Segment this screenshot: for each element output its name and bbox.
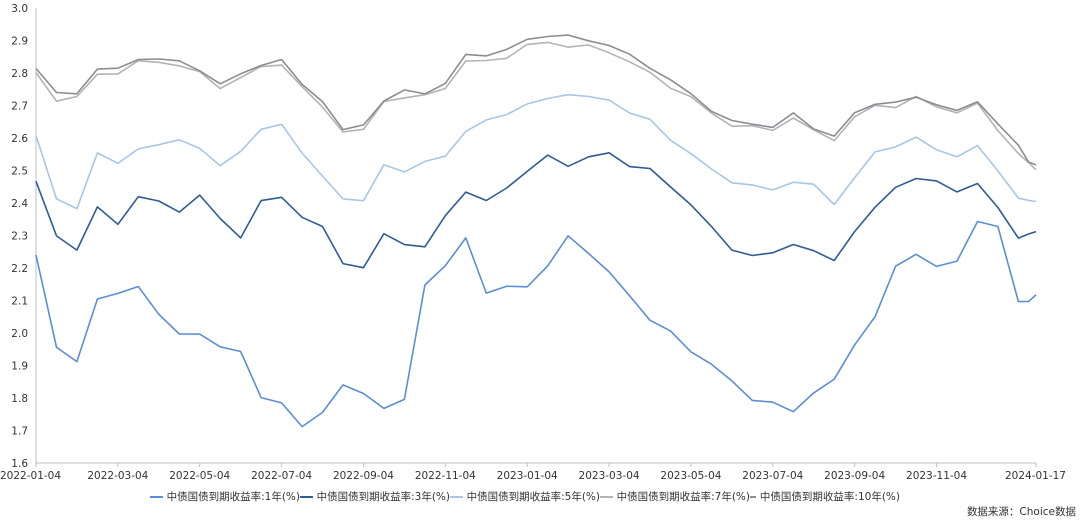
legend-swatch-1y — [150, 495, 163, 498]
legend-label-1y: 中债国债到期收益率:1年(%) — [166, 491, 300, 503]
y-tick-label: 2.4 — [11, 198, 28, 210]
x-tick-label: 2023-01-04 — [497, 470, 558, 482]
x-tick-label: 2023-03-04 — [579, 470, 640, 482]
chart-legend: 中债国债到期收益率:1年(%) 中债国债到期收益率:3年(%) 中债国债到期收益… — [150, 489, 900, 504]
legend-swatch-7y — [600, 495, 613, 498]
y-tick-label: 1.8 — [11, 393, 28, 405]
y-tick-label: 2.5 — [11, 166, 28, 178]
legend-item-1y[interactable]: 中债国债到期收益率:1年(%) — [150, 489, 300, 504]
legend-swatch-5y — [450, 495, 463, 498]
legend-item-3y[interactable]: 中债国债到期收益率:3年(%) — [300, 489, 450, 504]
x-tick-label: 2023-09-04 — [824, 470, 885, 482]
x-tick-label: 2022-09-04 — [333, 470, 394, 482]
x-tick-label: 2022-11-04 — [415, 470, 476, 482]
series-line-1y — [35, 220, 1037, 428]
y-tick-label: 2.1 — [11, 296, 28, 308]
y-tick-label: 2.0 — [11, 328, 28, 340]
y-tick-label: 2.8 — [11, 68, 28, 80]
series-line-7y — [35, 41, 1037, 171]
data-source-note: 数据来源：Choice数据 — [966, 506, 1076, 518]
legend-label-10y: 中债国债到期收益率:10年(%) — [759, 491, 900, 503]
series-line-5y — [35, 93, 1037, 210]
x-tick-label: 2022-07-04 — [251, 470, 312, 482]
x-tick-label: 2024-01-17 — [1005, 470, 1066, 482]
x-tick-label: 2023-05-04 — [660, 470, 721, 482]
chart-axes: 1.6 1.7 1.8 1.9 2.0 2.1 2.2 2.3 2.4 2.5 2.6 2.7 2.8 2… — [0, 3, 1066, 482]
series-line-3y — [35, 152, 1037, 269]
x-tick-label: 2023-11-04 — [906, 470, 967, 482]
y-tick-label: 2.2 — [11, 263, 28, 275]
legend-label-3y: 中债国债到期收益率:3年(%) — [316, 491, 450, 503]
x-tick-label: 2022-01-04 — [0, 470, 61, 482]
x-tick-label: 2023-07-04 — [742, 470, 803, 482]
y-tick-label: 2.3 — [11, 231, 28, 243]
y-tick-label: 3.0 — [11, 3, 28, 15]
y-tick-label: 1.6 — [11, 458, 28, 470]
legend-item-7y[interactable]: 中债国债到期收益率:7年(%) — [600, 489, 750, 504]
legend-label-5y: 中债国债到期收益率:5年(%) — [466, 491, 600, 503]
y-tick-label: 2.7 — [11, 101, 28, 113]
legend-swatch-3y — [300, 495, 313, 498]
series-layer — [35, 34, 1037, 428]
x-tick-label: 2022-03-04 — [87, 470, 148, 482]
legend-label-7y: 中债国债到期收益率:7年(%) — [616, 491, 750, 503]
x-tick-label: 2022-05-04 — [169, 470, 230, 482]
y-tick-label: 1.7 — [11, 426, 28, 438]
legend-item-5y[interactable]: 中债国债到期收益率:5年(%) — [450, 489, 600, 504]
y-tick-label: 2.6 — [11, 133, 28, 145]
y-tick-label: 1.9 — [11, 361, 28, 373]
legend-swatch-10y — [750, 495, 756, 498]
legend-item-10y[interactable]: 中债国债到期收益率:10年(%) — [750, 489, 900, 504]
series-line-10y — [35, 34, 1037, 166]
y-tick-label: 2.9 — [11, 36, 28, 48]
